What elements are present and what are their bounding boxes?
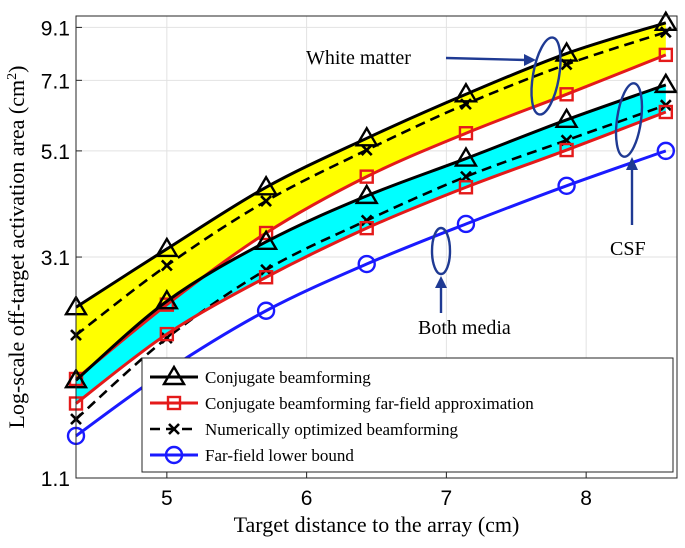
annotation-csf: CSF (610, 238, 646, 260)
data-point (256, 301, 276, 320)
data-point (453, 81, 479, 103)
annotation-arrowhead-white-matter (524, 54, 536, 66)
data-point (458, 180, 474, 195)
data-point (658, 104, 674, 120)
data-point (456, 214, 476, 234)
data-point (460, 98, 472, 111)
data-point (253, 174, 279, 196)
data-point (253, 229, 279, 250)
legend-marker (166, 395, 182, 411)
data-point (460, 170, 472, 183)
data-point (260, 195, 273, 208)
ticks: 5 6 7 8 1.1 3.1 5.1 7.1 9.1 (41, 17, 592, 510)
axes-box (75, 15, 678, 479)
y-tick-label: 3.1 (41, 247, 70, 270)
marker-stroke (260, 263, 273, 276)
legend-label-conjugate: Conjugate beamforming (205, 368, 371, 387)
data-point (453, 146, 479, 167)
legend-label-far-field-approx: Conjugate beamforming far-field approxim… (205, 394, 534, 413)
data-point (357, 254, 376, 274)
data-point (260, 263, 273, 276)
marker-stroke (168, 423, 180, 435)
data-point (560, 58, 573, 71)
data-point (656, 141, 676, 161)
data-point (554, 41, 579, 62)
legend-label-lower-bound: Far-field lower bound (205, 446, 354, 465)
y-tick-label: 5.1 (41, 141, 70, 164)
data-point (154, 236, 179, 258)
marker-stroke (260, 195, 273, 208)
data-point (653, 72, 678, 94)
legend-label-numerical: Numerically optimized beamforming (205, 420, 459, 439)
annotation-ellipse-both-media (430, 226, 452, 276)
data-point (554, 107, 579, 129)
data-point (653, 10, 678, 31)
data-point (360, 144, 373, 156)
marker-stroke (360, 214, 373, 227)
data-point (354, 183, 379, 205)
annotation-arrowhead-both-media (435, 276, 447, 288)
data-point (559, 87, 574, 102)
data-point (557, 176, 576, 195)
y-tick-label: 9.1 (41, 17, 70, 40)
data-point (160, 259, 173, 272)
legend-box (141, 357, 674, 473)
series-1 (70, 26, 672, 342)
marker-stroke (160, 259, 173, 272)
band-csf (76, 84, 666, 404)
legend-marker (164, 445, 184, 465)
data-point (659, 26, 672, 39)
annotation-ellipse-white-matter (530, 36, 562, 116)
data-point (159, 326, 175, 342)
y-tick-label: 1.1 (41, 468, 70, 491)
series-group (63, 10, 678, 446)
series-0 (63, 10, 678, 316)
annotation-arrowhead-csf (626, 157, 638, 170)
data-point (458, 126, 474, 141)
marker-stroke (460, 170, 472, 183)
legend: Conjugate beamforming Conjugate beamform… (141, 357, 674, 473)
data-point (359, 220, 374, 236)
series-line (75, 53, 667, 381)
x-axis-label: Target distance to the array (cm) (234, 512, 520, 537)
x-tick-label: 7 (441, 487, 453, 510)
data-point (360, 214, 373, 227)
marker-stroke (360, 144, 373, 156)
x-tick-label: 5 (161, 487, 173, 510)
series-4 (70, 99, 672, 426)
marker-stroke (460, 98, 472, 111)
annotations: White matter CSF Both media (306, 36, 646, 339)
y-axis-label-main: Log-scale off-target activation area (cm (4, 80, 29, 429)
data-point (354, 125, 379, 147)
data-point (658, 47, 674, 63)
legend-marker (161, 364, 187, 386)
data-point (154, 288, 179, 310)
series-line (75, 110, 667, 405)
marker-stroke (160, 332, 173, 345)
y-axis-label: Log-scale off-target activation area (cm… (4, 66, 29, 429)
annotation-ellipse-csf (614, 82, 644, 158)
series-line (75, 83, 667, 382)
x-tick-label: 6 (301, 487, 313, 510)
x-tick-label: 8 (580, 487, 592, 510)
series-line (75, 21, 667, 309)
annotation-both-media: Both media (418, 317, 511, 339)
y-axis-label-sup: 2 (5, 73, 20, 80)
data-point (359, 169, 374, 184)
y-tick-label: 7.1 (41, 70, 70, 93)
marker-stroke (560, 58, 573, 71)
data-point (559, 142, 574, 158)
legend-marker (168, 423, 180, 435)
data-point (258, 270, 274, 285)
marker-stroke (659, 26, 672, 39)
y-axis-label-close: ) (4, 66, 29, 73)
annotation-arrow-white-matter (445, 56, 527, 62)
annotation-white-matter: White matter (306, 47, 411, 69)
data-point (258, 225, 274, 241)
